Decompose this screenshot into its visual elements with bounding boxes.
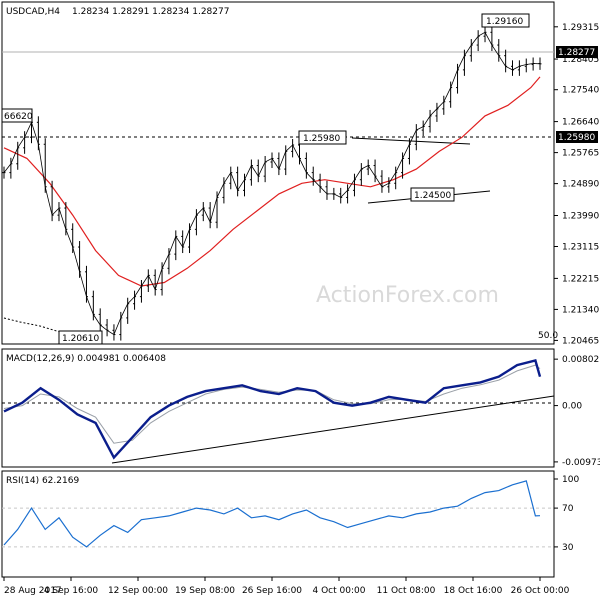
macd-title: MACD(12,26,9) 0.004981 0.006408 — [6, 354, 166, 364]
rsi-title: RSI(14) 62.2169 — [6, 476, 79, 486]
price-series-layer — [2, 26, 542, 341]
rsi-y-axis: 100 70 30 — [554, 475, 579, 553]
x-tick-label: 18 Oct 16:00 — [444, 586, 503, 596]
rsi-line — [3, 480, 541, 548]
annotation-66620: 66620 — [4, 112, 33, 122]
price-y-tick-label: 1.28405 — [562, 55, 599, 65]
annotation-left: 66620 — [1, 108, 33, 123]
macd-signal-line — [3, 364, 541, 444]
old-ma-dashed — [3, 317, 61, 333]
price-y-tick-label: 1.21340 — [562, 305, 599, 315]
annotation-1-20610: 1.20610 — [62, 334, 99, 344]
price-panel-frame — [1, 1, 555, 345]
x-tick-label: 4 Sep 16:00 — [44, 586, 99, 596]
x-tick-label: 4 Oct 00:00 — [313, 586, 366, 596]
macd-series-layer — [3, 359, 542, 460]
price-y-tick-label: 1.26640 — [562, 118, 599, 128]
macd-panel-frame — [1, 348, 555, 468]
price-y-tick-label: 1.24890 — [562, 180, 599, 190]
rsi-y-tick-label: 30 — [562, 543, 574, 553]
macd-y-tick-label: -0.009737 — [562, 458, 600, 468]
x-tick-label: 11 Oct 08:00 — [377, 586, 436, 596]
x-tick-label: 19 Sep 08:00 — [175, 586, 235, 596]
rsi-y-tick-label: 100 — [562, 475, 579, 485]
current-price-value: 1.28277 — [558, 48, 595, 58]
x-tick-label: 26 Sep 16:00 — [242, 586, 302, 596]
price-y-tick-label: 1.22215 — [562, 274, 599, 284]
macd-y-tick-label: 0.008027 — [562, 355, 600, 365]
ma-line — [3, 76, 541, 287]
annotation-high: 1.29160 — [481, 13, 530, 28]
annotation-level: 1.25980 — [298, 130, 347, 145]
price-y-axis: 1.29315 1.28405 1.27540 1.26640 1.25765 1.248… — [554, 23, 599, 346]
price-y-tick-label: 1.29315 — [562, 23, 599, 33]
lower-right-label: 50.0 — [538, 331, 558, 341]
rsi-series-layer — [3, 480, 541, 548]
annotation-bottom: 1.20610 — [58, 330, 103, 345]
price-y-tick-label: 1.27540 — [562, 86, 599, 96]
ohlc-values: 1.28234 1.28291 1.28234 1.28277 — [72, 7, 229, 17]
rsi-y-tick-label: 70 — [562, 504, 574, 514]
price-y-tick-label: 1.23115 — [562, 243, 599, 253]
level-price-tag: 1.25980 — [556, 131, 598, 143]
symbol-title: USDCAD,H4 — [6, 7, 60, 17]
x-tick-label: 28 Aug 2017 — [4, 586, 62, 596]
watermark: ActionForex.com — [316, 283, 499, 308]
macd-y-axis: 0.008027 0.00 -0.009737 — [554, 355, 600, 468]
macd-trend-line — [111, 395, 555, 464]
x-tick-label: 12 Sep 00:00 — [108, 586, 168, 596]
price-line — [3, 31, 541, 336]
macd-y-tick-label: 0.00 — [562, 402, 582, 412]
x-tick-label: 26 Oct 00:00 — [511, 586, 570, 596]
price-y-tick-label: 1.23990 — [562, 211, 599, 221]
annotation-1-24500: 1.24500 — [414, 191, 451, 201]
rsi-levels — [2, 507, 554, 548]
rsi-panel-frame — [1, 470, 555, 578]
annotation-low: 1.24500 — [410, 187, 455, 202]
price-y-tick-label: 1.20465 — [562, 336, 599, 346]
level-price-value: 1.25980 — [558, 133, 595, 143]
current-price-tag: 1.28277 — [556, 46, 598, 58]
annotation-1-29160: 1.29160 — [486, 17, 523, 27]
price-y-tick-label: 1.25765 — [562, 149, 599, 159]
macd-line — [3, 359, 542, 460]
annotation-1-25980: 1.25980 — [303, 134, 340, 144]
